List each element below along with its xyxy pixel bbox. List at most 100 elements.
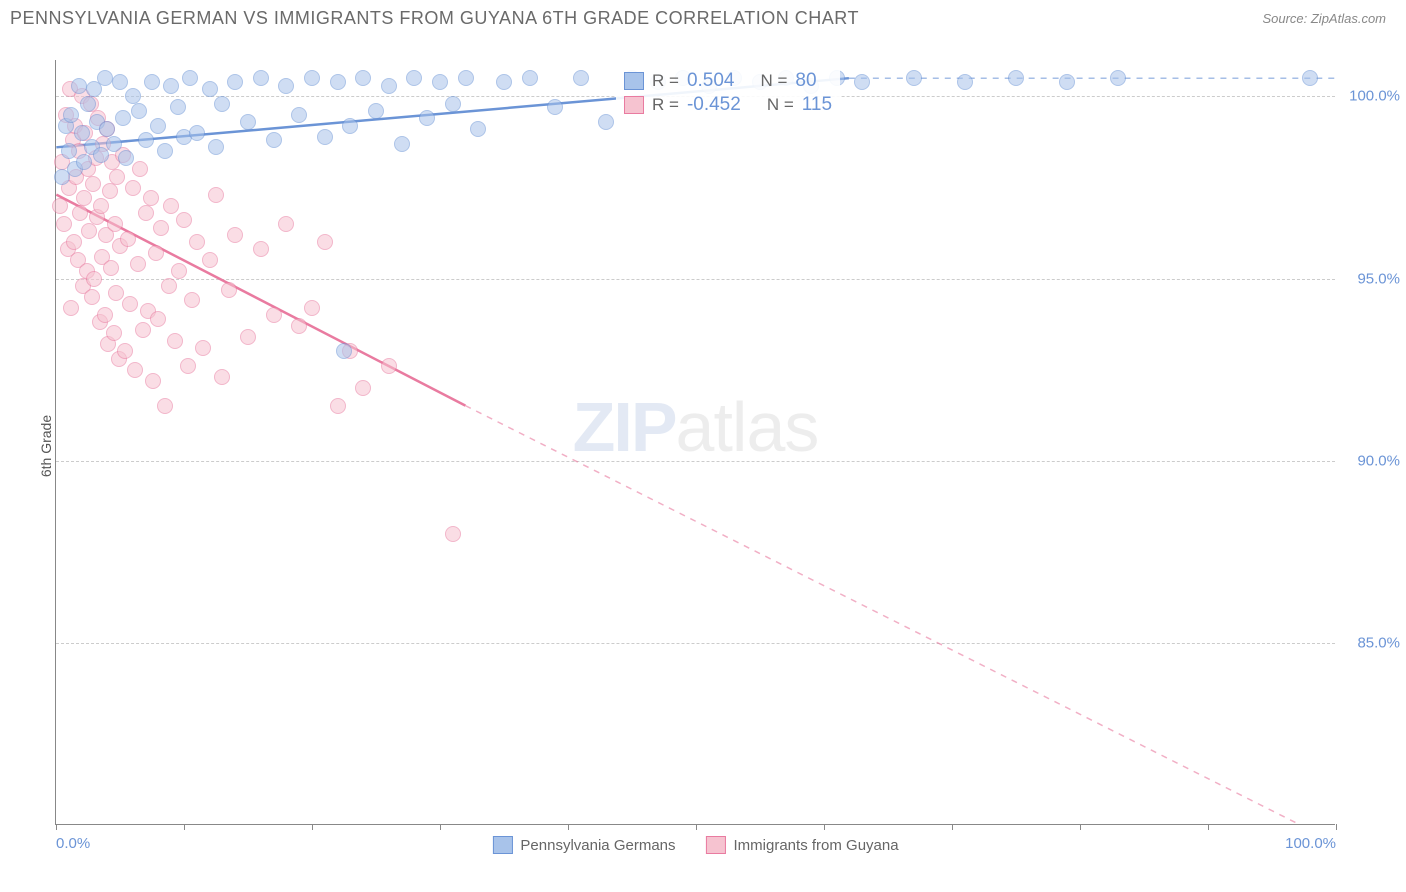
scatter-point-pink bbox=[195, 340, 211, 356]
scatter-point-pink bbox=[163, 198, 179, 214]
scatter-point-blue bbox=[957, 74, 973, 90]
scatter-point-blue bbox=[74, 125, 90, 141]
scatter-point-blue bbox=[419, 110, 435, 126]
scatter-point-blue bbox=[906, 70, 922, 86]
scatter-point-blue bbox=[80, 96, 96, 112]
legend-stats: R = 0.504 N = 80 R = -0.452 N = 115 bbox=[616, 64, 840, 122]
scatter-point-pink bbox=[317, 234, 333, 250]
scatter-point-pink bbox=[127, 362, 143, 378]
r-label: R = bbox=[652, 95, 679, 115]
x-tick-label: 0.0% bbox=[56, 835, 90, 852]
scatter-point-blue bbox=[381, 78, 397, 94]
y-tick-label: 95.0% bbox=[1357, 270, 1400, 287]
scatter-point-pink bbox=[253, 241, 269, 257]
scatter-point-pink bbox=[97, 307, 113, 323]
scatter-point-pink bbox=[86, 271, 102, 287]
scatter-point-pink bbox=[202, 252, 218, 268]
r-label: R = bbox=[652, 71, 679, 91]
scatter-point-pink bbox=[117, 343, 133, 359]
scatter-point-pink bbox=[66, 234, 82, 250]
scatter-point-pink bbox=[125, 180, 141, 196]
chart-header: PENNSYLVANIA GERMAN VS IMMIGRANTS FROM G… bbox=[0, 0, 1406, 37]
scatter-point-blue bbox=[253, 70, 269, 86]
scatter-point-blue bbox=[131, 103, 147, 119]
scatter-point-blue bbox=[97, 70, 113, 86]
scatter-point-blue bbox=[115, 110, 131, 126]
scatter-point-blue bbox=[547, 99, 563, 115]
scatter-point-blue bbox=[854, 74, 870, 90]
scatter-point-pink bbox=[189, 234, 205, 250]
scatter-point-pink bbox=[240, 329, 256, 345]
scatter-point-blue bbox=[336, 343, 352, 359]
scatter-point-blue bbox=[470, 121, 486, 137]
scatter-point-pink bbox=[93, 198, 109, 214]
scatter-point-pink bbox=[330, 398, 346, 414]
scatter-point-pink bbox=[291, 318, 307, 334]
r-value-blue: 0.504 bbox=[687, 70, 735, 92]
scatter-point-pink bbox=[278, 216, 294, 232]
legend-swatch-blue bbox=[492, 836, 512, 854]
scatter-point-pink bbox=[355, 380, 371, 396]
scatter-point-blue bbox=[189, 125, 205, 141]
scatter-point-pink bbox=[102, 183, 118, 199]
scatter-point-blue bbox=[432, 74, 448, 90]
y-tick-label: 85.0% bbox=[1357, 634, 1400, 651]
scatter-point-pink bbox=[103, 260, 119, 276]
scatter-point-pink bbox=[120, 231, 136, 247]
legend-swatch-blue bbox=[624, 72, 644, 90]
scatter-point-blue bbox=[598, 114, 614, 130]
n-value-pink: 115 bbox=[802, 94, 832, 116]
scatter-point-pink bbox=[56, 216, 72, 232]
scatter-point-blue bbox=[208, 139, 224, 155]
scatter-point-pink bbox=[176, 212, 192, 228]
scatter-point-pink bbox=[148, 245, 164, 261]
watermark-atlas: atlas bbox=[676, 388, 819, 466]
scatter-point-pink bbox=[161, 278, 177, 294]
y-axis-label: 6th Grade bbox=[38, 415, 54, 477]
scatter-point-blue bbox=[1008, 70, 1024, 86]
scatter-point-pink bbox=[106, 325, 122, 341]
scatter-point-pink bbox=[85, 176, 101, 192]
scatter-point-blue bbox=[394, 136, 410, 152]
watermark-zip: ZIP bbox=[573, 388, 676, 466]
scatter-point-blue bbox=[118, 150, 134, 166]
scatter-point-pink bbox=[109, 169, 125, 185]
scatter-point-blue bbox=[496, 74, 512, 90]
scatter-point-pink bbox=[107, 216, 123, 232]
trend-lines bbox=[56, 60, 1335, 824]
scatter-point-pink bbox=[132, 161, 148, 177]
legend-item-pink: Immigrants from Guyana bbox=[706, 836, 899, 854]
watermark: ZIPatlas bbox=[573, 387, 819, 467]
scatter-point-blue bbox=[1059, 74, 1075, 90]
scatter-point-blue bbox=[317, 129, 333, 145]
legend-swatch-pink bbox=[624, 96, 644, 114]
scatter-point-pink bbox=[150, 311, 166, 327]
scatter-point-blue bbox=[445, 96, 461, 112]
scatter-point-blue bbox=[1110, 70, 1126, 86]
scatter-point-pink bbox=[76, 190, 92, 206]
scatter-point-pink bbox=[135, 322, 151, 338]
scatter-point-blue bbox=[144, 74, 160, 90]
y-tick-label: 90.0% bbox=[1357, 452, 1400, 469]
scatter-point-blue bbox=[61, 143, 77, 159]
scatter-point-blue bbox=[170, 99, 186, 115]
scatter-point-blue bbox=[368, 103, 384, 119]
legend-label-blue: Pennsylvania Germans bbox=[520, 837, 675, 854]
scatter-point-pink bbox=[72, 205, 88, 221]
scatter-point-pink bbox=[180, 358, 196, 374]
scatter-point-blue bbox=[304, 70, 320, 86]
y-tick-label: 100.0% bbox=[1349, 88, 1400, 105]
scatter-point-blue bbox=[93, 147, 109, 163]
scatter-point-blue bbox=[458, 70, 474, 86]
scatter-point-blue bbox=[214, 96, 230, 112]
scatter-point-blue bbox=[278, 78, 294, 94]
scatter-point-pink bbox=[167, 333, 183, 349]
scatter-point-blue bbox=[406, 70, 422, 86]
n-label: N = bbox=[767, 95, 794, 115]
scatter-point-blue bbox=[240, 114, 256, 130]
scatter-point-pink bbox=[171, 263, 187, 279]
scatter-point-blue bbox=[202, 81, 218, 97]
scatter-point-pink bbox=[81, 223, 97, 239]
scatter-point-blue bbox=[573, 70, 589, 86]
scatter-point-pink bbox=[108, 285, 124, 301]
